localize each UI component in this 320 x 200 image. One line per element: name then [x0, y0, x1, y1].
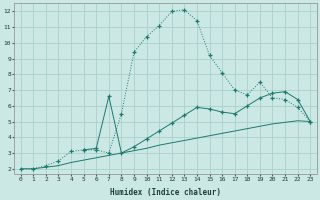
X-axis label: Humidex (Indice chaleur): Humidex (Indice chaleur) — [110, 188, 221, 197]
